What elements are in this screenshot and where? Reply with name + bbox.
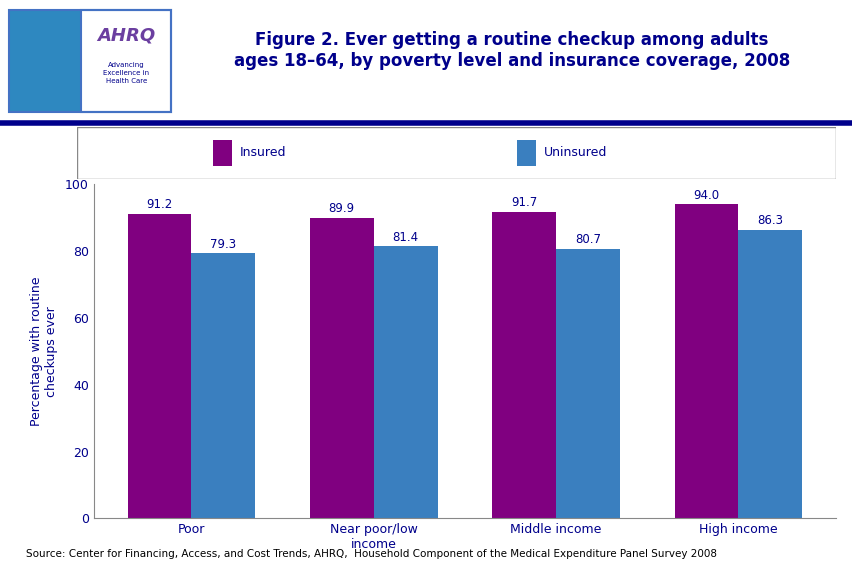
Text: 81.4: 81.4 <box>392 231 418 244</box>
FancyBboxPatch shape <box>516 140 535 166</box>
Bar <box>492 212 556 518</box>
Text: 79.3: 79.3 <box>210 238 236 251</box>
Bar <box>556 249 619 518</box>
Text: 91.7: 91.7 <box>510 196 537 210</box>
FancyBboxPatch shape <box>81 10 170 112</box>
Bar <box>309 218 373 518</box>
Bar <box>128 214 191 518</box>
Bar <box>373 247 437 518</box>
FancyBboxPatch shape <box>77 127 835 179</box>
Bar <box>738 230 801 518</box>
Text: Source: Center for Financing, Access, and Cost Trends, AHRQ,  Household Componen: Source: Center for Financing, Access, an… <box>26 549 716 559</box>
Text: AHRQ: AHRQ <box>97 26 155 44</box>
FancyBboxPatch shape <box>9 10 81 112</box>
Text: Advancing
Excellence in
Health Care: Advancing Excellence in Health Care <box>103 63 149 85</box>
Text: 80.7: 80.7 <box>574 233 601 246</box>
Y-axis label: Percentage with routine
checkups ever: Percentage with routine checkups ever <box>30 276 58 426</box>
Text: 91.2: 91.2 <box>147 198 172 211</box>
Text: 94.0: 94.0 <box>693 189 719 202</box>
Bar <box>674 204 738 518</box>
Bar <box>191 253 255 518</box>
Text: 86.3: 86.3 <box>757 214 782 228</box>
Text: Figure 2. Ever getting a routine checkup among adults
ages 18–64, by poverty lev: Figure 2. Ever getting a routine checkup… <box>233 31 789 70</box>
Text: Insured: Insured <box>239 146 286 159</box>
Text: 89.9: 89.9 <box>328 202 354 215</box>
Text: Uninsured: Uninsured <box>543 146 607 159</box>
FancyBboxPatch shape <box>213 140 232 166</box>
